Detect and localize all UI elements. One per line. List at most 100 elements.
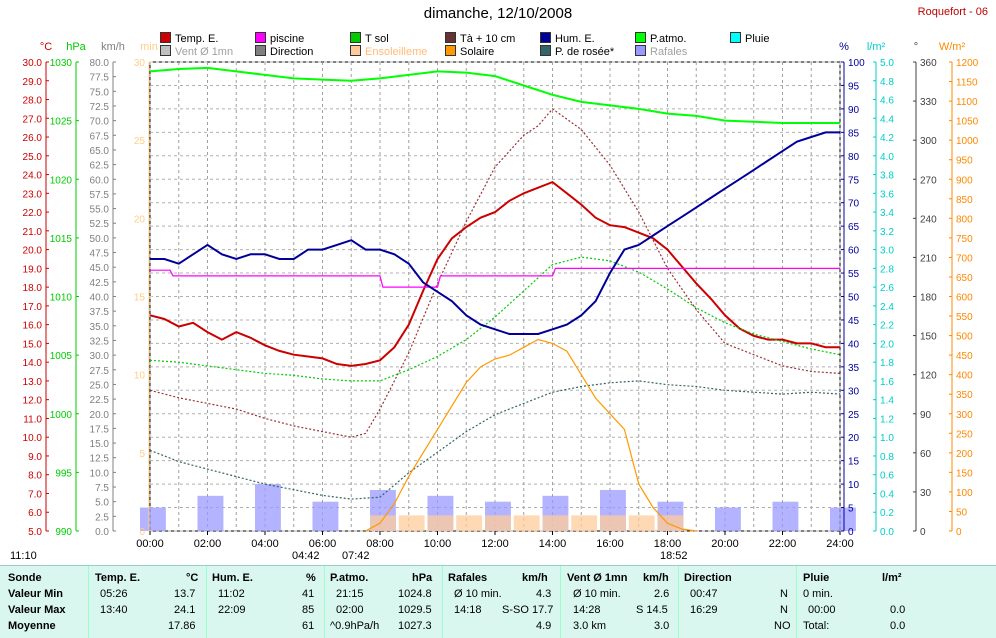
bar-ensoleilleme	[427, 515, 454, 531]
axis-tick-label-dir: 0	[920, 527, 926, 538]
axis-tick-label-press: 990	[55, 527, 72, 538]
axis-unit-wind: km/h	[101, 41, 125, 53]
axis-tick-label-solar: 200	[956, 449, 973, 460]
axis-tick-label-rain: 5.0	[880, 58, 894, 69]
axis-tick-label-solar: 1200	[956, 58, 979, 69]
axis-tick-label-press: 1020	[50, 175, 73, 186]
axis-unit-hum: %	[839, 41, 849, 53]
axis-tick-label-temp: 25.0	[23, 152, 43, 163]
axis-tick-label-temp: 30.0	[23, 58, 43, 69]
axis-tick-label-wind: 25.0	[90, 380, 110, 391]
axis-tick-label-dir: 30	[920, 488, 932, 499]
axis-tick-label-wind: 57.5	[90, 190, 110, 201]
axis-tick-label-hum: 95	[848, 81, 860, 92]
x-tick-label: 04:00	[251, 538, 279, 550]
axis-tick-label-rain: 0.8	[880, 452, 894, 463]
axis-unit-temp: °C	[40, 41, 52, 53]
axis-tick-label-wind: 62.5	[90, 161, 110, 172]
station-name: Roquefort - 06	[917, 6, 988, 18]
axis-tick-label-rain: 2.0	[880, 339, 894, 350]
axis-tick-label-hum: 50	[848, 293, 860, 304]
chart-axes: °C 5.0 6.0 7.0 8.0 9.0 10.0 11.0 12.0 13.0 14.0 15.…	[23, 41, 979, 538]
axis-tick-label-rain: 1.0	[880, 433, 894, 444]
axis-tick-label-wind: 67.5	[90, 131, 110, 142]
axis-tick-label-hum: 85	[848, 128, 860, 139]
axis-tick-label-min: 10	[134, 371, 146, 382]
axis-tick-label-wind: 15.0	[90, 439, 110, 450]
axis-tick-label-hum: 45	[848, 316, 860, 327]
axis-tick-label-dir: 210	[920, 253, 937, 264]
axis-tick-label-temp: 29.0	[23, 77, 43, 88]
axis-tick-label-hum: 55	[848, 269, 860, 280]
summary-row-max: Valeur Max 13:40 24.1 22:09 85 02:00 102…	[8, 604, 906, 616]
bar-rafales	[255, 484, 281, 531]
axis-tick-label-solar: 0	[956, 527, 962, 538]
bar-rafales	[140, 507, 166, 531]
axis-tick-label-wind: 37.5	[90, 307, 110, 318]
axis-tick-label-wind: 65.0	[90, 146, 110, 157]
x-tick-label: 00:00	[136, 538, 164, 550]
axis-tick-label-solar: 1100	[956, 97, 978, 108]
axis-tick-label-temp: 28.0	[23, 96, 43, 107]
axis-tick-label-solar: 800	[956, 214, 973, 225]
axis-tick-label-solar: 450	[956, 351, 973, 362]
axis-tick-label-wind: 55.0	[90, 205, 110, 216]
bar-rafales	[830, 507, 856, 531]
axis-tick-label-dir: 60	[920, 449, 932, 460]
axis-tick-label-temp: 7.0	[28, 489, 42, 500]
axis-tick-label-dir: 150	[920, 332, 937, 343]
x-tick-label: 14:00	[539, 538, 567, 550]
legend-vent: Vent Ø 1mn	[160, 45, 233, 58]
axis-tick-label-rain: 4.6	[880, 96, 894, 107]
axis-tick-label-wind: 70.0	[90, 117, 110, 128]
weather-chart: °C 5.0 6.0 7.0 8.0 9.0 10.0 11.0 12.0 13.0 14.0 15.…	[23, 41, 979, 550]
series-line-6	[149, 66, 840, 124]
axis-tick-label-hum: 0	[848, 527, 854, 538]
axis-tick-label-min: 30	[134, 58, 146, 69]
axis-tick-label-wind: 35.0	[90, 322, 110, 333]
axis-unit-rain: l/m²	[867, 41, 886, 53]
axis-tick-label-temp: 8.0	[28, 471, 42, 482]
event-time-sunrise: 04:42	[292, 550, 320, 562]
axis-tick-label-rain: 1.4	[880, 396, 894, 407]
axis-tick-label-rain: 0.4	[880, 489, 894, 500]
axis-tick-label-wind: 10.0	[90, 468, 110, 479]
axis-tick-label-wind: 80.0	[90, 58, 110, 69]
axis-tick-label-rain: 3.8	[880, 171, 894, 182]
axis-tick-label-temp: 22.0	[23, 208, 43, 219]
axis-tick-label-wind: 17.5	[90, 424, 110, 435]
axis-tick-label-press: 1025	[50, 117, 73, 128]
axis-tick-label-wind: 20.0	[90, 410, 110, 421]
axis-tick-label-hum: 100	[848, 58, 865, 69]
axis-tick-label-solar: 750	[956, 234, 973, 245]
axis-tick-label-temp: 20.0	[23, 246, 43, 257]
axis-tick-label-wind: 30.0	[90, 351, 110, 362]
bar-ensoleilleme	[628, 515, 655, 531]
axis-tick-label-wind: 32.5	[90, 336, 110, 347]
series-line-0	[149, 180, 840, 367]
event-time-sun1: 07:42	[342, 550, 370, 562]
axis-tick-label-solar: 1050	[956, 117, 979, 128]
axis-tick-label-hum: 20	[848, 433, 860, 444]
axis-tick-label-temp: 21.0	[23, 227, 43, 238]
bar-rafales	[772, 501, 799, 531]
axis-tick-label-wind: 0.0	[95, 527, 109, 538]
axis-tick-label-rain: 2.4	[880, 302, 894, 313]
legend-temp: Temp. E.	[160, 32, 218, 45]
x-tick-label: 20:00	[711, 538, 739, 550]
axis-tick-label-dir: 90	[920, 410, 932, 421]
axis-tick-label-press: 1030	[50, 58, 73, 69]
axis-tick-label-wind: 45.0	[90, 263, 110, 274]
axis-tick-label-press: 1010	[50, 293, 73, 304]
x-tick-label: 18:00	[654, 538, 682, 550]
bar-ensoleilleme	[542, 515, 569, 531]
axis-tick-label-temp: 12.0	[23, 396, 43, 407]
axis-tick-label-wind: 72.5	[90, 102, 110, 113]
axis-tick-label-temp: 14.0	[23, 358, 43, 369]
axis-tick-label-temp: 16.0	[23, 321, 43, 332]
axis-tick-label-solar: 900	[956, 175, 973, 186]
axis-tick-label-temp: 27.0	[23, 114, 43, 125]
axis-tick-label-solar: 650	[956, 273, 973, 284]
axis-tick-label-solar: 1150	[956, 78, 978, 89]
axis-tick-label-solar: 1000	[956, 136, 979, 147]
